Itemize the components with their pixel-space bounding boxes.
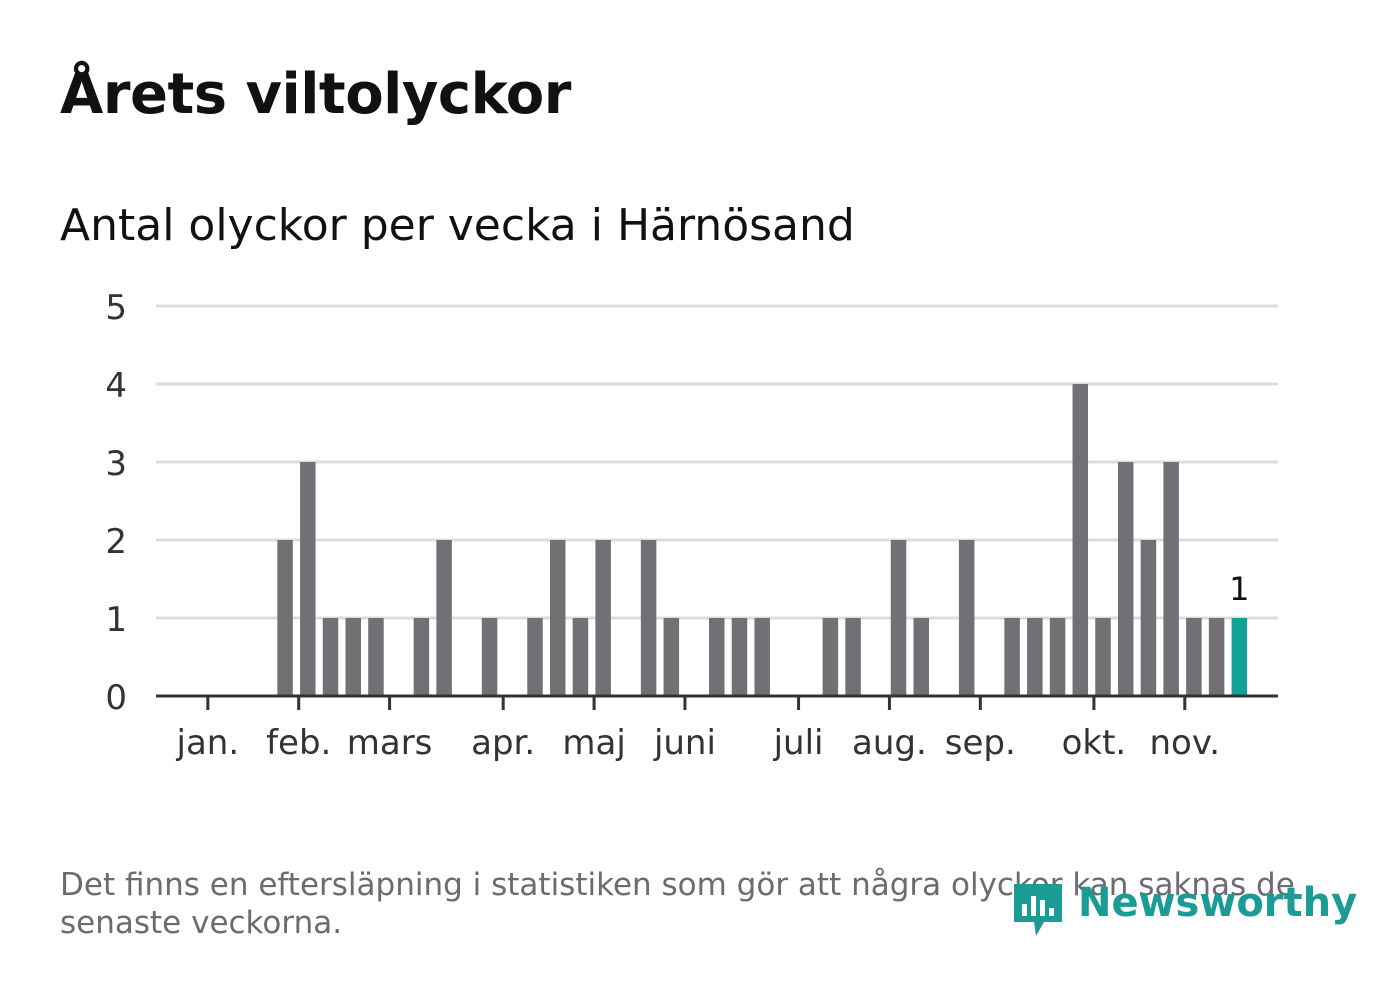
bar [1049, 618, 1066, 696]
data-label: 1 [1229, 570, 1249, 608]
bar [754, 618, 770, 696]
bar [481, 618, 498, 696]
bar [731, 618, 748, 696]
x-tick-label: okt. [1062, 723, 1127, 763]
bars [277, 384, 1248, 696]
labels: 0 1 2 3 4 5 1 jan. feb. mars apr. maj juni juli aug. se… [105, 288, 1249, 763]
y-tick-label: 2 [105, 522, 127, 562]
bar [368, 618, 384, 696]
x-tick-label: mars [347, 723, 433, 763]
footnote: Det finns en eftersläpning i statistiken… [60, 867, 1295, 941]
bar [595, 540, 611, 696]
x-tick-label: juni [653, 723, 716, 763]
bar [1208, 618, 1225, 696]
bar [322, 618, 339, 696]
y-tick-label: 0 [105, 678, 127, 718]
bar [1163, 462, 1179, 696]
x-axis [156, 694, 1278, 710]
bar [640, 540, 657, 696]
bar [1027, 618, 1043, 696]
x-tick-label: apr. [471, 723, 535, 763]
bar [958, 540, 975, 696]
bar [822, 618, 839, 696]
x-tick-label: nov. [1149, 723, 1220, 763]
x-tick-label: feb. [266, 723, 331, 763]
y-tick-label: 3 [105, 444, 127, 484]
bar [345, 618, 361, 696]
bar [277, 540, 293, 696]
bar [549, 540, 566, 696]
x-tick-label: juli [773, 723, 824, 763]
bar [436, 540, 452, 696]
bar [527, 618, 543, 696]
bar [1095, 618, 1111, 696]
bar [1186, 618, 1202, 696]
bar [1117, 462, 1134, 696]
bar [413, 618, 430, 696]
y-tick-label: 5 [105, 288, 127, 328]
bar [1004, 618, 1020, 696]
page-title: Årets viltolyckor [60, 62, 571, 127]
bar [709, 618, 725, 696]
bar [1072, 384, 1089, 696]
newsworthy-logo: Newsworthy [1010, 876, 1357, 942]
x-tick-label: maj [562, 723, 625, 763]
grid-lines [156, 304, 1278, 620]
bar [663, 618, 680, 696]
bar [300, 462, 316, 696]
y-tick-label: 1 [105, 600, 127, 640]
x-tick-label: sep. [945, 723, 1016, 763]
bar [845, 618, 861, 696]
y-tick-label: 4 [105, 366, 127, 406]
chart-subtitle: Antal olyckor per vecka i Härnösand [60, 200, 855, 251]
bar-highlight [1231, 618, 1248, 696]
bar [913, 618, 929, 696]
newsworthy-logo-text: Newsworthy [1078, 880, 1358, 926]
bar [572, 618, 589, 696]
bar [1140, 540, 1157, 696]
x-tick-label: jan. [176, 723, 240, 763]
bar [890, 540, 907, 696]
newsworthy-logo-icon [1014, 884, 1062, 936]
x-tick-label: aug. [852, 723, 927, 763]
